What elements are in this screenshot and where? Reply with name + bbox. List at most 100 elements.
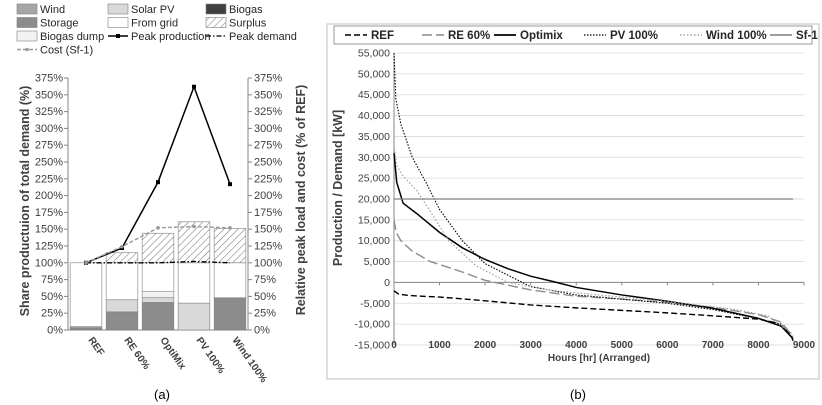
b-y-tick-label: 25,000	[358, 173, 390, 185]
legend-label: From grid	[131, 18, 178, 30]
legend-item-peak-production: Peak production	[108, 31, 211, 43]
a-y-tick-label: 325%	[35, 106, 63, 118]
a-category-label: Wind 100%	[230, 335, 269, 385]
a-y-tick-label: 175%	[35, 207, 63, 219]
bar-optimix-from_grid	[141, 262, 175, 292]
b-y-tick-label: 30,000	[358, 152, 390, 164]
bar-re-60-storage	[105, 311, 139, 331]
b-y-tick-label: 5,000	[364, 256, 390, 268]
legend-swatch	[16, 3, 38, 15]
legend-item-peak-demand: Peak demand	[206, 31, 297, 43]
point-cost	[156, 226, 160, 230]
a-y-tick-label: 350%	[35, 89, 63, 101]
legend-label: Solar PV	[131, 4, 175, 16]
b-y-tick-label: 55,000	[358, 48, 390, 60]
point-peak-production	[192, 84, 196, 89]
legend-swatch	[16, 17, 38, 28]
b-x-tick-label: 6000	[656, 340, 679, 351]
bar-pv-100-solar	[177, 302, 211, 331]
a-y2-tick-label: 250%	[254, 157, 282, 169]
b-y-tick-label: 15,000	[358, 214, 390, 226]
legend-item-storage: Storage	[16, 17, 79, 30]
b-y-tick-label: 45,000	[358, 89, 390, 101]
a-y2-tick-label: 275%	[254, 140, 282, 152]
bar-re-60-surplus	[105, 252, 139, 264]
b-x-tick-label: 3000	[520, 340, 543, 351]
panel-a: Wind Solar PV Biogas Storage From grid Surplu…	[16, 3, 308, 402]
legend-item-pv-100: PV 100%	[584, 30, 658, 42]
series-wind-100	[393, 144, 794, 336]
a-category-label: RE 60%	[122, 335, 152, 371]
panel-a-legend: Wind Solar PV Biogas Storage From grid Surplu…	[16, 3, 297, 57]
panel-a-y-axis-title: Share productuion of total demand (%)	[18, 86, 32, 317]
bar-ref-storage	[69, 327, 103, 331]
b-x-tick-label: 2000	[474, 340, 497, 351]
a-category-label: PV 100%	[194, 335, 227, 376]
a-y2-tick-label: 325%	[254, 106, 282, 118]
legend-marker	[116, 34, 120, 38]
panel-a-bars	[69, 221, 247, 331]
bar-re-60-solar	[105, 299, 139, 313]
legend-label: Cost (Sf-1)	[40, 45, 93, 57]
legend-item-cost: Cost (Sf-1)	[17, 45, 93, 57]
legend-swatch	[107, 17, 129, 28]
point-peak-production	[156, 180, 160, 185]
b-y-tick-label: 20,000	[358, 194, 390, 206]
b-y-tick-label: 10,000	[358, 235, 390, 247]
series-re-60	[393, 219, 794, 338]
a-y-tick-label: 250%	[35, 157, 63, 169]
bar-optimix-biogas_dump	[141, 291, 175, 299]
a-y-tick-label: 100%	[35, 257, 63, 269]
b-x-tick-label: 8000	[747, 340, 770, 351]
legend-label: Optimix	[520, 30, 563, 42]
series-optimix	[393, 153, 794, 340]
a-category-label: OptiMix	[158, 335, 188, 372]
legend-item-re-60: RE 60%	[422, 30, 490, 42]
panel-b-series	[393, 52, 794, 342]
bar-wind-100-from_grid	[213, 262, 247, 299]
a-y2-tick-label: 225%	[254, 173, 282, 185]
b-x-tick-label: 5000	[611, 340, 634, 351]
b-x-tick-label: 0	[391, 340, 397, 351]
a-y-tick-label: 125%	[35, 241, 63, 253]
b-x-tick-label: 4000	[565, 340, 588, 351]
b-y-tick-label: 0	[384, 277, 390, 289]
bar-pv-100-from_grid	[177, 262, 211, 304]
b-x-tick-label: 1000	[428, 340, 451, 351]
legend-label: Wind	[40, 4, 65, 16]
b-y-tick-label: -5,000	[360, 298, 390, 310]
point-cost	[84, 261, 88, 265]
a-y-tick-label: 150%	[35, 224, 63, 236]
legend-label: RE 60%	[448, 30, 490, 42]
legend-swatch	[205, 3, 227, 15]
line-peak-demand	[86, 260, 231, 264]
panel-a-y2-axis-title: Relative peak load and cost (% of REF)	[294, 85, 308, 316]
legend-label: Biogas	[229, 4, 263, 16]
series-pv-100	[393, 52, 794, 340]
legend-label: Wind 100%	[706, 30, 767, 42]
legend-label: Storage	[40, 18, 79, 30]
a-y2-tick-label: 0%	[254, 325, 270, 337]
legend-label: REF	[371, 30, 394, 42]
a-y-tick-label: 0%	[47, 325, 63, 337]
series-ref	[393, 290, 794, 342]
a-y-tick-label: 375%	[35, 73, 63, 85]
a-y2-tick-label: 375%	[254, 73, 282, 85]
legend-swatch	[16, 30, 38, 42]
legend-item-surplus: Surplus	[205, 17, 267, 30]
a-y2-tick-label: 350%	[254, 89, 282, 101]
panel-b-y-axis-title: Production / Demand [kW]	[331, 110, 345, 266]
bar-optimix-surplus	[141, 232, 175, 264]
a-y2-tick-label: 100%	[254, 257, 282, 269]
legend-label: PV 100%	[610, 30, 658, 42]
legend-item-ref: REF	[345, 30, 394, 42]
a-y2-tick-label: 175%	[254, 207, 282, 219]
bar-wind-100-storage	[213, 297, 247, 331]
point-cost	[192, 224, 196, 229]
panel-b-legend-box	[333, 25, 813, 45]
legend-swatch	[107, 3, 129, 15]
bar-re-60-from_grid	[105, 262, 139, 301]
point-cost	[120, 244, 124, 249]
panel-b-tick-labels: -15,000 -10,000 -5,000 0 5,000 10,000 15,000 20…	[354, 48, 815, 352]
